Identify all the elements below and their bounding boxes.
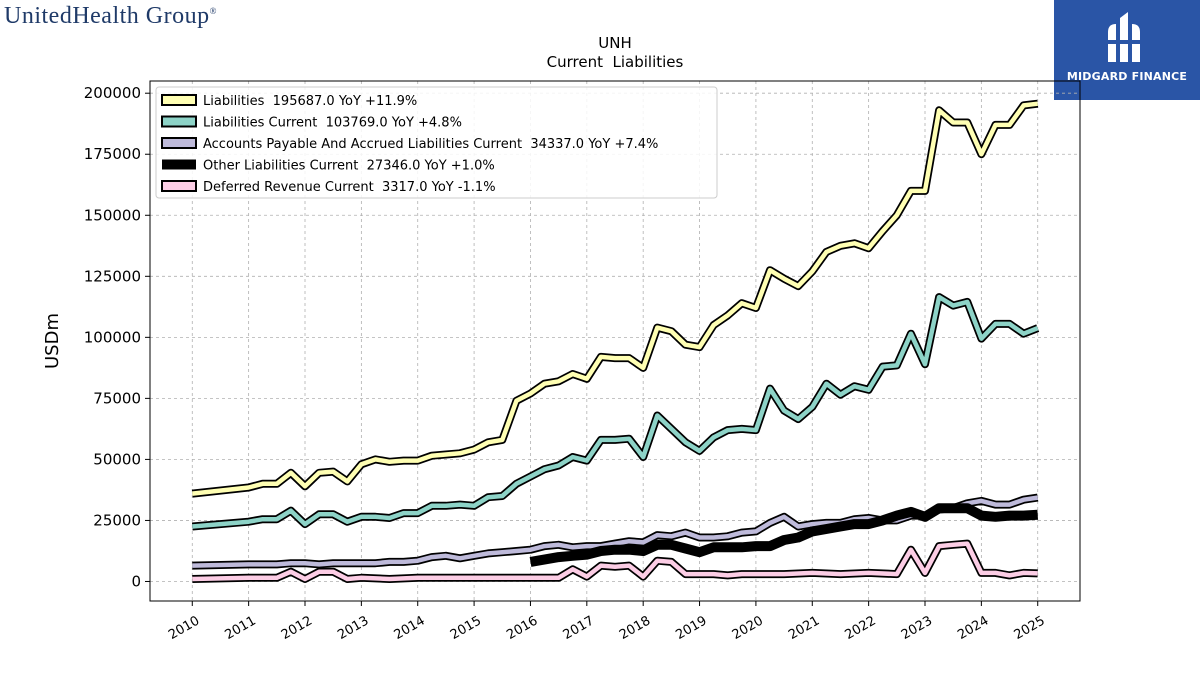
x-tick-label: 2017 xyxy=(561,613,597,643)
x-tick-label: 2015 xyxy=(448,613,484,643)
x-tick-label: 2018 xyxy=(617,613,653,643)
series-path xyxy=(192,294,1039,529)
y-ticks: 0 25000 50000 75000 100000 125000 150000 175000… xyxy=(84,84,150,590)
y-tick-label: 75000 xyxy=(93,389,141,407)
chart-title: UNH xyxy=(598,34,631,52)
y-tick-label: 25000 xyxy=(93,511,141,529)
x-ticks: 2010 2011 2012 2013 2014 2015 2016 2017 2018 2019… xyxy=(166,601,1048,643)
y-tick-label: 125000 xyxy=(84,267,141,285)
unitedhealth-logo: UnitedHealth Group® xyxy=(4,3,217,30)
legend-label: Deferred Revenue Current 3317.0 YoY -1.1… xyxy=(203,180,496,195)
x-tick-label: 2013 xyxy=(335,613,371,643)
y-tick-label: 100000 xyxy=(84,328,141,346)
x-tick-label: 2024 xyxy=(955,613,991,643)
x-tick-label: 2014 xyxy=(392,613,428,643)
y-tick-label: 150000 xyxy=(84,206,141,224)
legend-label: Liabilities 195687.0 YoY +11.9% xyxy=(203,94,417,109)
legend-box xyxy=(155,86,718,199)
legend-swatch xyxy=(161,94,197,106)
x-tick-label: 2011 xyxy=(222,613,258,643)
x-tick-label: 2025 xyxy=(1012,613,1048,643)
series-line xyxy=(191,293,1040,531)
chart-subtitle: Current Liabilities xyxy=(547,53,684,71)
y-tick-label: 175000 xyxy=(84,145,141,163)
legend-swatch xyxy=(161,137,197,149)
brand-text: MIDGARD FINANCE xyxy=(1066,70,1188,83)
x-tick-label: 2016 xyxy=(504,613,540,643)
y-tick-label: 0 xyxy=(131,572,141,590)
y-axis-label: USDm xyxy=(42,313,63,369)
legend: Liabilities 195687.0 YoY +11.9% Liabiliti… xyxy=(155,86,718,199)
x-tick-label: 2022 xyxy=(842,613,878,643)
midgard-emblem-icon xyxy=(1104,12,1144,62)
series-line xyxy=(529,503,1039,567)
series-path xyxy=(529,503,1039,567)
x-tick-label: 2021 xyxy=(786,613,822,643)
legend-label: Accounts Payable And Accrued Liabilities… xyxy=(203,137,658,152)
legend-label: Liabilities Current 103769.0 YoY +4.8% xyxy=(203,116,462,131)
registered-mark: ® xyxy=(209,6,217,16)
midgard-finance-logo: MIDGARD FINANCE xyxy=(1054,0,1200,100)
series-path xyxy=(192,101,1038,496)
legend-swatch xyxy=(162,159,196,170)
x-tick-label: 2010 xyxy=(166,613,202,643)
y-tick-label: 50000 xyxy=(93,450,141,468)
unitedhealth-logo-text: UnitedHealth Group xyxy=(4,3,210,29)
plot-frame xyxy=(149,80,1081,602)
legend-label: Other Liabilities Current 27346.0 YoY +1… xyxy=(203,159,495,174)
x-tick-label: 2020 xyxy=(730,613,766,643)
y-tick-label: 200000 xyxy=(84,84,141,102)
x-tick-label: 2019 xyxy=(673,613,709,643)
series-lines xyxy=(191,99,1040,583)
legend-swatch xyxy=(161,180,197,192)
x-tick-label: 2012 xyxy=(279,613,315,643)
legend-swatch xyxy=(161,115,197,128)
x-tick-label: 2023 xyxy=(899,613,935,643)
series-path xyxy=(192,541,1038,582)
series-line xyxy=(191,99,1039,498)
series-line xyxy=(192,539,1038,583)
